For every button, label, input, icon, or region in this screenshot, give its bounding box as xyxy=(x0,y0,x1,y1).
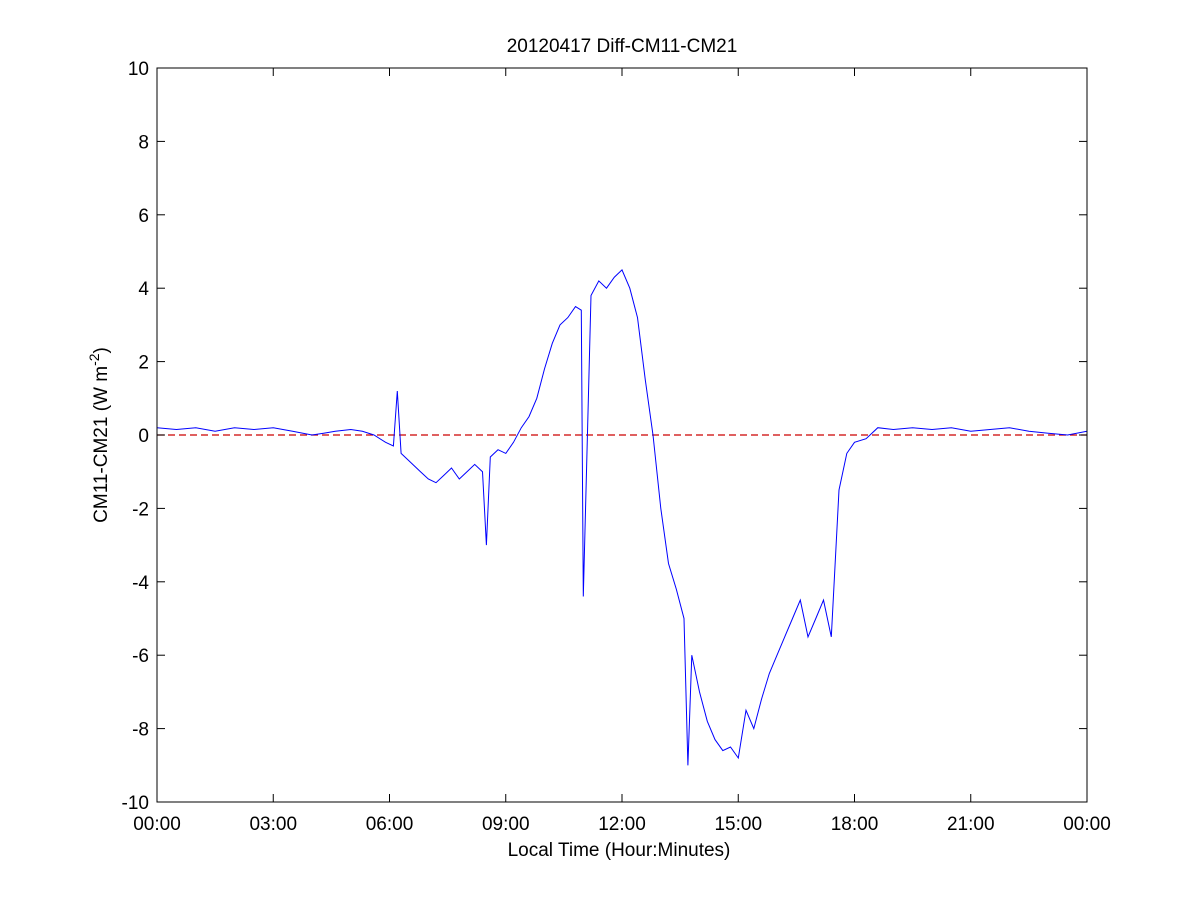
y-tick-label-10: 10 xyxy=(128,59,149,80)
x-tick-label-7: 21:00 xyxy=(947,814,995,835)
chart-title: 20120417 Diff-CM11-CM21 xyxy=(507,36,738,57)
x-tick-label-4: 12:00 xyxy=(598,814,646,835)
x-ticks: 00:00 03:00 06:00 09:00 12:00 15:00 18:00 21:00… xyxy=(133,68,1111,835)
y-tick-label-1: -8 xyxy=(132,720,149,741)
series-line-diff xyxy=(157,269,1087,766)
y-axis-label: CM11-CM21 (W m-2) xyxy=(86,347,112,523)
x-tick-label-8: 00:00 xyxy=(1063,814,1111,835)
y-tick-label-2: -6 xyxy=(132,646,149,667)
y-axis-label-close: ) xyxy=(91,347,112,353)
x-tick-label-2: 06:00 xyxy=(366,814,414,835)
x-tick-label-6: 18:00 xyxy=(831,814,879,835)
y-ticks: -10 -8 -6 -4 -2 0 2 4 6 8 10 xyxy=(122,59,1087,814)
data-layer xyxy=(157,269,1087,766)
y-tick-label-7: 4 xyxy=(138,279,149,300)
x-tick-label-3: 09:00 xyxy=(482,814,530,835)
x-tick-label-1: 03:00 xyxy=(249,814,297,835)
x-tick-label-5: 15:00 xyxy=(714,814,762,835)
y-tick-label-0: -10 xyxy=(122,793,149,814)
y-tick-label-4: -2 xyxy=(132,499,149,520)
y-tick-label-9: 8 xyxy=(138,132,149,153)
y-tick-label-5: 0 xyxy=(138,426,149,447)
y-tick-label-3: -4 xyxy=(132,573,149,594)
x-tick-label-0: 00:00 xyxy=(133,814,181,835)
y-axis-label-main: CM11-CM21 (W m xyxy=(91,366,112,523)
y-axis-label-superscript: -2 xyxy=(86,353,102,366)
y-tick-label-6: 2 xyxy=(138,353,149,374)
y-tick-label-8: 6 xyxy=(138,206,149,227)
x-axis-label: Local Time (Hour:Minutes) xyxy=(508,840,731,861)
